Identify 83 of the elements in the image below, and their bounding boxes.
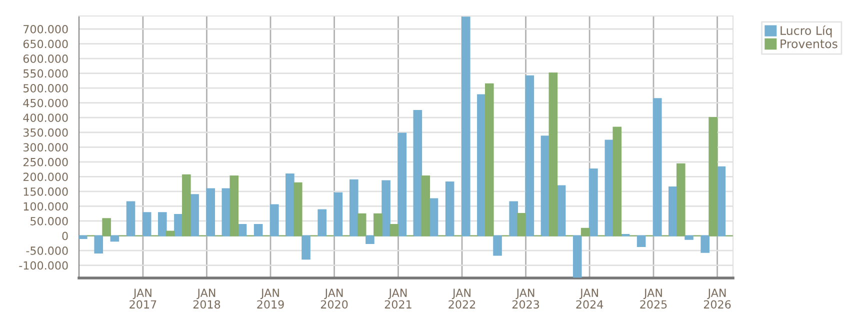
bar <box>716 166 726 236</box>
bar <box>700 235 710 253</box>
y-tick-label: 0 <box>62 232 68 240</box>
x-tick-label: JAN 2025 <box>640 288 667 309</box>
y-tick-label: 250.000 <box>23 158 68 166</box>
bar <box>174 214 183 236</box>
bar <box>126 201 136 236</box>
y-tick-label: 550.000 <box>23 69 68 78</box>
bar <box>580 228 590 236</box>
bar <box>190 194 199 236</box>
bar <box>517 213 526 236</box>
bar <box>556 185 566 236</box>
bar <box>286 173 294 236</box>
y-tick-label: 200.000 <box>23 172 68 182</box>
bar <box>652 98 662 236</box>
bar <box>110 235 120 242</box>
bar <box>548 72 558 236</box>
bar <box>676 163 686 236</box>
bar <box>421 176 430 236</box>
y-tick-label: 50.000 <box>30 216 68 226</box>
bar <box>102 218 111 236</box>
bar <box>79 235 88 239</box>
bar <box>636 235 646 247</box>
bar <box>230 176 239 236</box>
bar <box>398 132 407 236</box>
x-tick-label: JAN 2024 <box>576 288 604 309</box>
bar <box>238 224 247 236</box>
bar <box>413 110 422 236</box>
x-tick-label: JAN 2023 <box>512 288 540 309</box>
bar <box>166 230 175 236</box>
bar <box>390 224 398 236</box>
bar <box>302 235 310 260</box>
y-tick-label: -100.000 <box>19 261 68 270</box>
bar <box>254 224 263 236</box>
bar <box>334 192 343 236</box>
bar <box>708 117 718 236</box>
bar <box>374 213 382 236</box>
bar <box>461 16 470 236</box>
y-tick-label: 350.000 <box>23 128 68 137</box>
bar <box>429 198 438 236</box>
legend-label: Lucro Líq <box>780 25 832 38</box>
bar <box>293 182 302 236</box>
bar <box>493 235 502 256</box>
y-tick-label: 100.000 <box>24 202 68 211</box>
bar <box>612 126 622 236</box>
x-tick-label: JAN 2021 <box>384 288 412 309</box>
x-tick-label: JAN 2017 <box>130 288 156 309</box>
bar <box>540 136 550 236</box>
y-tick-label: 650.000 <box>23 40 68 48</box>
y-tick-label: 450.000 <box>23 98 68 108</box>
y-tick-label: 400.000 <box>23 114 68 122</box>
x-tick-label: JAN 2018 <box>193 288 220 309</box>
y-tick-label: -50.000 <box>26 246 68 255</box>
bar <box>484 83 494 236</box>
y-tick-label: 600.000 <box>23 54 68 63</box>
x-tick-label: JAN 2020 <box>320 288 348 309</box>
x-tick-label: JAN 2022 <box>448 288 476 309</box>
y-tick-label: 700.000 <box>24 24 68 34</box>
x-tick-label: JAN 2019 <box>257 288 284 309</box>
bar <box>525 75 534 236</box>
bar <box>366 235 374 244</box>
y-tick-label: 150.000 <box>24 187 68 196</box>
y-tick-label: 500.000 <box>23 84 68 92</box>
y-tick-label: 300.000 <box>23 143 68 152</box>
legend-label: Proventos <box>780 39 838 48</box>
bar <box>206 188 216 236</box>
bar <box>509 201 518 236</box>
bar <box>477 94 486 236</box>
bar <box>382 180 390 236</box>
bar <box>142 212 152 236</box>
bar <box>445 181 454 236</box>
bar <box>94 235 104 254</box>
x-tick-label: JAN 2026 <box>704 288 731 309</box>
bar <box>318 209 326 236</box>
bar <box>572 235 582 278</box>
bar <box>270 204 279 236</box>
bar <box>357 213 366 236</box>
bar <box>668 186 678 236</box>
bar <box>158 212 167 236</box>
bar <box>182 174 191 236</box>
bar <box>684 235 694 240</box>
bar <box>349 179 358 236</box>
bar <box>589 168 598 236</box>
